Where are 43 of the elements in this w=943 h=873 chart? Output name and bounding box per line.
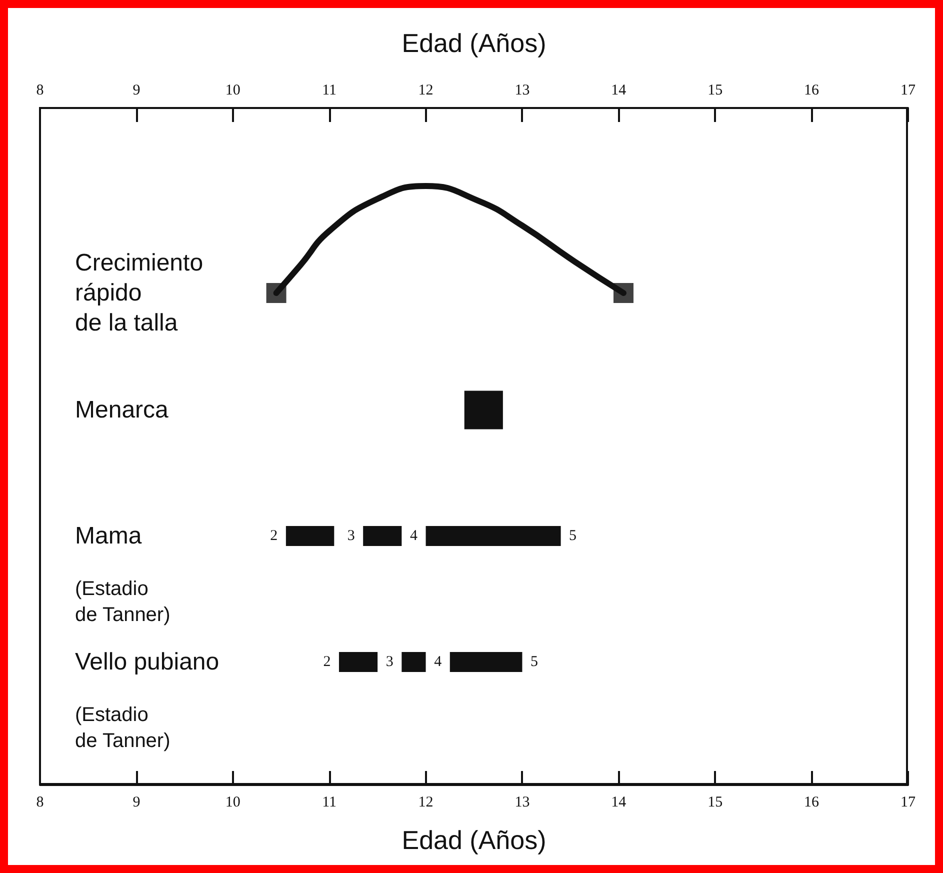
y-tick-label: Mama xyxy=(75,522,142,550)
annotation: 4 xyxy=(410,528,418,544)
annotation: 2 xyxy=(323,654,331,670)
y-tick-label: Menarca xyxy=(75,396,170,424)
bar xyxy=(286,526,334,546)
x-tick-label: 11 xyxy=(322,794,337,810)
x-tick-label: 10 xyxy=(225,82,240,98)
bar xyxy=(464,390,503,430)
annotation: 5 xyxy=(569,528,577,544)
x-tick-label: 14 xyxy=(611,82,627,98)
x-tick-label: 8 xyxy=(36,82,44,98)
bar xyxy=(338,652,378,672)
x-tick-label: 15 xyxy=(708,82,723,98)
x-axis-title: Edad (Años) xyxy=(402,28,546,58)
x-tick-label: 9 xyxy=(132,82,140,98)
annotation: 3 xyxy=(347,528,355,544)
annotation: 3 xyxy=(386,654,394,670)
annotation: 2 xyxy=(270,528,278,544)
x-tick-label: 13 xyxy=(514,82,530,98)
x-tick-label: 10 xyxy=(225,794,240,810)
x-tick-label: 12 xyxy=(418,82,434,98)
annotation: Crecimiento rápido de la talla xyxy=(75,250,204,336)
x-tick-label: 14 xyxy=(611,794,627,810)
x-tick-label: 12 xyxy=(418,794,434,810)
bar xyxy=(426,526,561,546)
bar xyxy=(450,652,522,672)
x-tick-label: 11 xyxy=(322,82,337,98)
x-tick-label: 17 xyxy=(900,82,916,98)
bar xyxy=(363,526,402,546)
x-tick-label: 8 xyxy=(36,794,44,810)
x-tick-label: 16 xyxy=(804,82,820,98)
y-tick-label: Vello pubiano xyxy=(75,648,220,676)
bar xyxy=(402,652,426,672)
x-tick-label: 17 xyxy=(900,794,916,810)
x-tick-label: 15 xyxy=(708,794,723,810)
x-tick-label: 13 xyxy=(514,794,530,810)
annotation: (Estadio de Tanner) xyxy=(75,578,170,626)
x-tick-label: 9 xyxy=(132,794,140,810)
x-axis-title: Edad (Años) xyxy=(402,825,546,855)
annotation: 4 xyxy=(434,654,442,670)
annotation: 5 xyxy=(530,654,538,670)
x-tick-label: 16 xyxy=(804,794,820,810)
annotation: (Estadio de Tanner) xyxy=(75,704,170,752)
